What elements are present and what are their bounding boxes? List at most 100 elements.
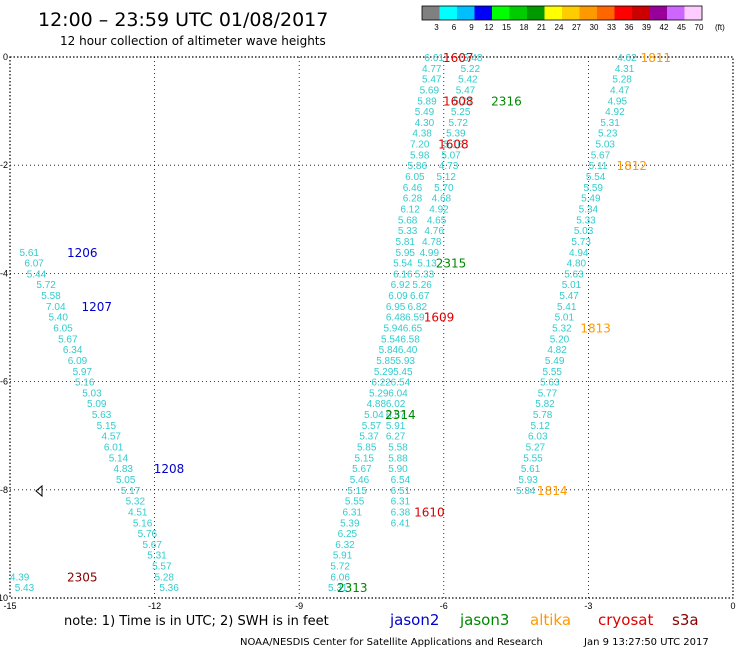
swh-value: 5.33 (398, 226, 418, 237)
swh-value: 5.81 (396, 237, 416, 248)
swh-value: 5.84 (379, 345, 399, 356)
swh-value: 5.46 (350, 475, 370, 486)
swh-value: 5.43 (15, 583, 35, 594)
pass-label: 1610 (414, 505, 445, 519)
mission-legend: jason2 jason3 altika cryosat s3a (389, 611, 699, 629)
swh-value: 5.86 (408, 161, 428, 172)
pass-label: 1607 (443, 51, 474, 65)
swh-value: 5.45 (393, 367, 413, 378)
swh-value: 5.03 (596, 140, 616, 151)
swh-value: 5.11 (589, 161, 608, 172)
color-scale-label: 18 (520, 23, 529, 32)
swh-value: 5.28 (612, 75, 632, 86)
swh-value: 5.15 (97, 421, 117, 432)
swh-value: 7.04 (46, 302, 66, 313)
swh-value: 5.93 (518, 475, 538, 486)
swh-value: 5.44 (27, 269, 47, 280)
chart-subtitle: 12 hour collection of altimeter wave hei… (60, 34, 326, 48)
swh-value: 5.89 (417, 96, 437, 107)
swh-value: 5.01 (562, 280, 582, 291)
swh-value: 5.49 (581, 194, 601, 205)
swh-value: 6.46 (403, 183, 423, 194)
pass-label: 2315 (436, 257, 467, 271)
swh-value: 5.94 (383, 324, 403, 335)
swh-value: 6.25 (338, 529, 358, 540)
swh-value: 5.32 (552, 324, 572, 335)
color-scale-label: 70 (695, 23, 704, 32)
swh-value: 5.15 (355, 453, 375, 464)
swh-value: 5.63 (564, 269, 584, 280)
swh-value: 5.04 (364, 410, 384, 421)
pass-label: 1812 (617, 159, 648, 173)
swh-value: 5.33 (576, 215, 596, 226)
y-tick-label: -6 (0, 377, 8, 387)
pass-label: 1208 (154, 462, 185, 476)
swh-value: 5.39 (446, 129, 466, 140)
x-tick-label: -3 (584, 601, 592, 611)
swh-value: 5.12 (530, 421, 550, 432)
swh-value: 5.67 (352, 464, 372, 475)
swh-value: 5.91 (386, 421, 406, 432)
swh-value: 5.47 (422, 75, 442, 86)
swh-value: 7.20 (410, 140, 430, 151)
swh-value: 6.31 (391, 497, 411, 508)
swh-value: 5.32 (126, 497, 146, 508)
swh-value: 5.07 (441, 150, 461, 161)
swh-value: 5.14 (109, 453, 129, 464)
color-swatch-3 (422, 6, 440, 20)
swh-value: 5.63 (540, 378, 560, 389)
swh-value: 5.16 (444, 140, 464, 151)
x-tick-label: -6 (440, 601, 448, 611)
color-swatch-6 (439, 6, 457, 20)
swh-value: 4.94 (569, 248, 589, 259)
swh-value: 6.07 (24, 259, 44, 270)
swh-value: 5.58 (41, 291, 61, 302)
swh-value: 5.33 (415, 269, 435, 280)
swh-value: 5.76 (138, 529, 158, 540)
plot-grid (9, 56, 734, 599)
swh-value: 6.95 (386, 302, 406, 313)
swh-value: 5.77 (538, 388, 558, 399)
swh-value: 6.59 (405, 313, 425, 324)
y-tick-label: -10 (0, 593, 8, 603)
swh-value: 6.67 (410, 291, 430, 302)
color-scale-label: 39 (642, 23, 651, 32)
chart-title: 12:00 – 23:59 UTC 01/08/2017 (38, 9, 328, 31)
swh-value: 6.48 (386, 313, 406, 324)
color-scale-label: 45 (677, 23, 686, 32)
swh-value: 5.91 (333, 551, 353, 562)
swh-value: 5.95 (396, 248, 416, 259)
swh-value: 5.54 (393, 259, 413, 270)
swh-value: 4.76 (424, 226, 444, 237)
swh-value: 5.28 (155, 572, 175, 583)
x-tick-label: -12 (148, 601, 161, 611)
swh-value: 5.25 (451, 107, 471, 118)
swh-value: 6.32 (335, 540, 355, 551)
swh-value: 6.06 (330, 572, 350, 583)
swh-value: 6.38 (391, 507, 411, 518)
swh-value: 6.58 (400, 334, 420, 345)
swh-value: 5.97 (73, 367, 93, 378)
color-swatch-24 (544, 6, 562, 20)
y-tick-label: -2 (0, 160, 8, 170)
swh-value: 4.78 (422, 237, 442, 248)
swh-value: 6.82 (408, 302, 428, 313)
pass-labels: 1206 1207 1208 2305 1607 1608 1608 2316 2315 1609… (67, 51, 671, 595)
swh-value: 6.04 (388, 388, 408, 399)
mission-cryosat: cryosat (598, 611, 653, 629)
swh-value: 5.16 (133, 518, 153, 529)
swh-value: 5.55 (345, 497, 365, 508)
pass-label: 2316 (491, 94, 522, 108)
color-swatch-39 (632, 6, 650, 20)
swh-value: 6.65 (403, 324, 423, 335)
swh-value: 4.47 (610, 85, 630, 96)
y-tick-label: -4 (0, 268, 8, 278)
swh-value: 5.57 (152, 562, 172, 573)
y-tick-label: -8 (0, 485, 8, 495)
swh-value: 4.39 (10, 572, 30, 583)
swh-value: 5.29 (369, 388, 389, 399)
swh-value: 4.80 (567, 259, 587, 270)
swh-value: 6.54 (391, 475, 411, 486)
swh-value: 6.40 (398, 345, 418, 356)
